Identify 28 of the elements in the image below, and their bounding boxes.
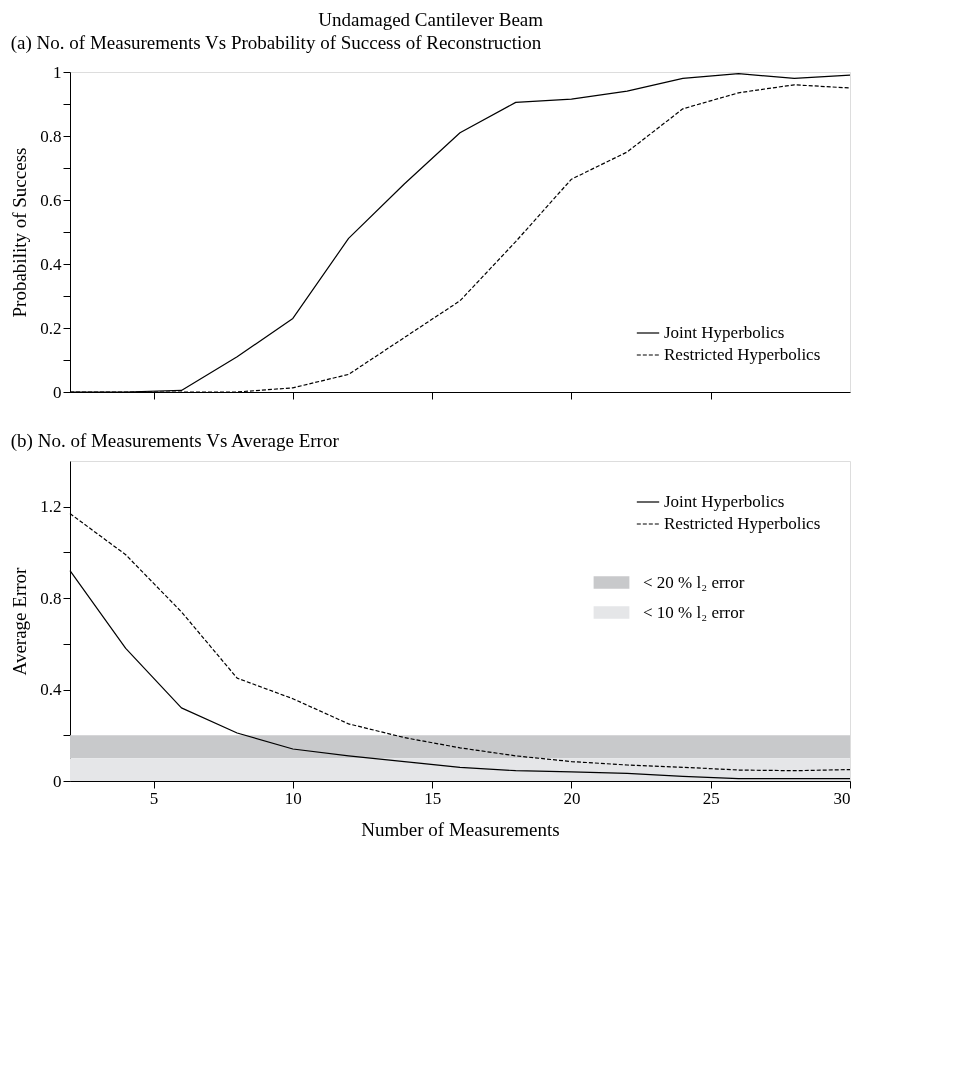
y-tick-label: 0.8 [40, 588, 62, 608]
chart-title: Undamaged Cantilever Beam [318, 8, 544, 30]
x-tick-label: 20 [563, 788, 581, 808]
legend-label: Joint Hyperbolics [664, 323, 785, 342]
y-tick-label: 0 [53, 771, 62, 791]
chart-subtitle: (a) No. of Measurements Vs Probability of Success of Reconstruction [10, 32, 542, 54]
legend-label: Restricted Hyperbolics [664, 514, 821, 533]
y-tick-label: 0.6 [40, 190, 62, 210]
legend-label: < 20 % l₂ error [643, 572, 745, 592]
y-axis-title: Probability of Success [9, 147, 31, 318]
x-tick-label: 10 [284, 788, 302, 808]
legend-label: < 10 % l₂ error [643, 602, 745, 622]
x-tick-label: 5 [149, 788, 159, 808]
x-tick-label: 15 [424, 788, 442, 808]
x-tick-label: 25 [702, 788, 720, 808]
y-tick-label: 0.4 [40, 680, 62, 700]
chart-title: (b) No. of Measurements Vs Average Error [10, 430, 340, 452]
y-tick-label: 0 [53, 382, 62, 402]
x-tick-label: 30 [833, 788, 851, 808]
y-tick-label: 1 [53, 62, 62, 82]
x-axis-title: Number of Measurements [361, 818, 560, 840]
y-tick-label: 0.8 [40, 126, 62, 146]
y-tick-label: 1.2 [40, 497, 62, 517]
legend-label: Restricted Hyperbolics [664, 345, 821, 364]
legend-label: Joint Hyperbolics [664, 492, 785, 511]
y-tick-label: 0.4 [40, 254, 62, 274]
y-axis-title: Average Error [9, 566, 31, 676]
y-tick-label: 0.2 [40, 318, 62, 338]
